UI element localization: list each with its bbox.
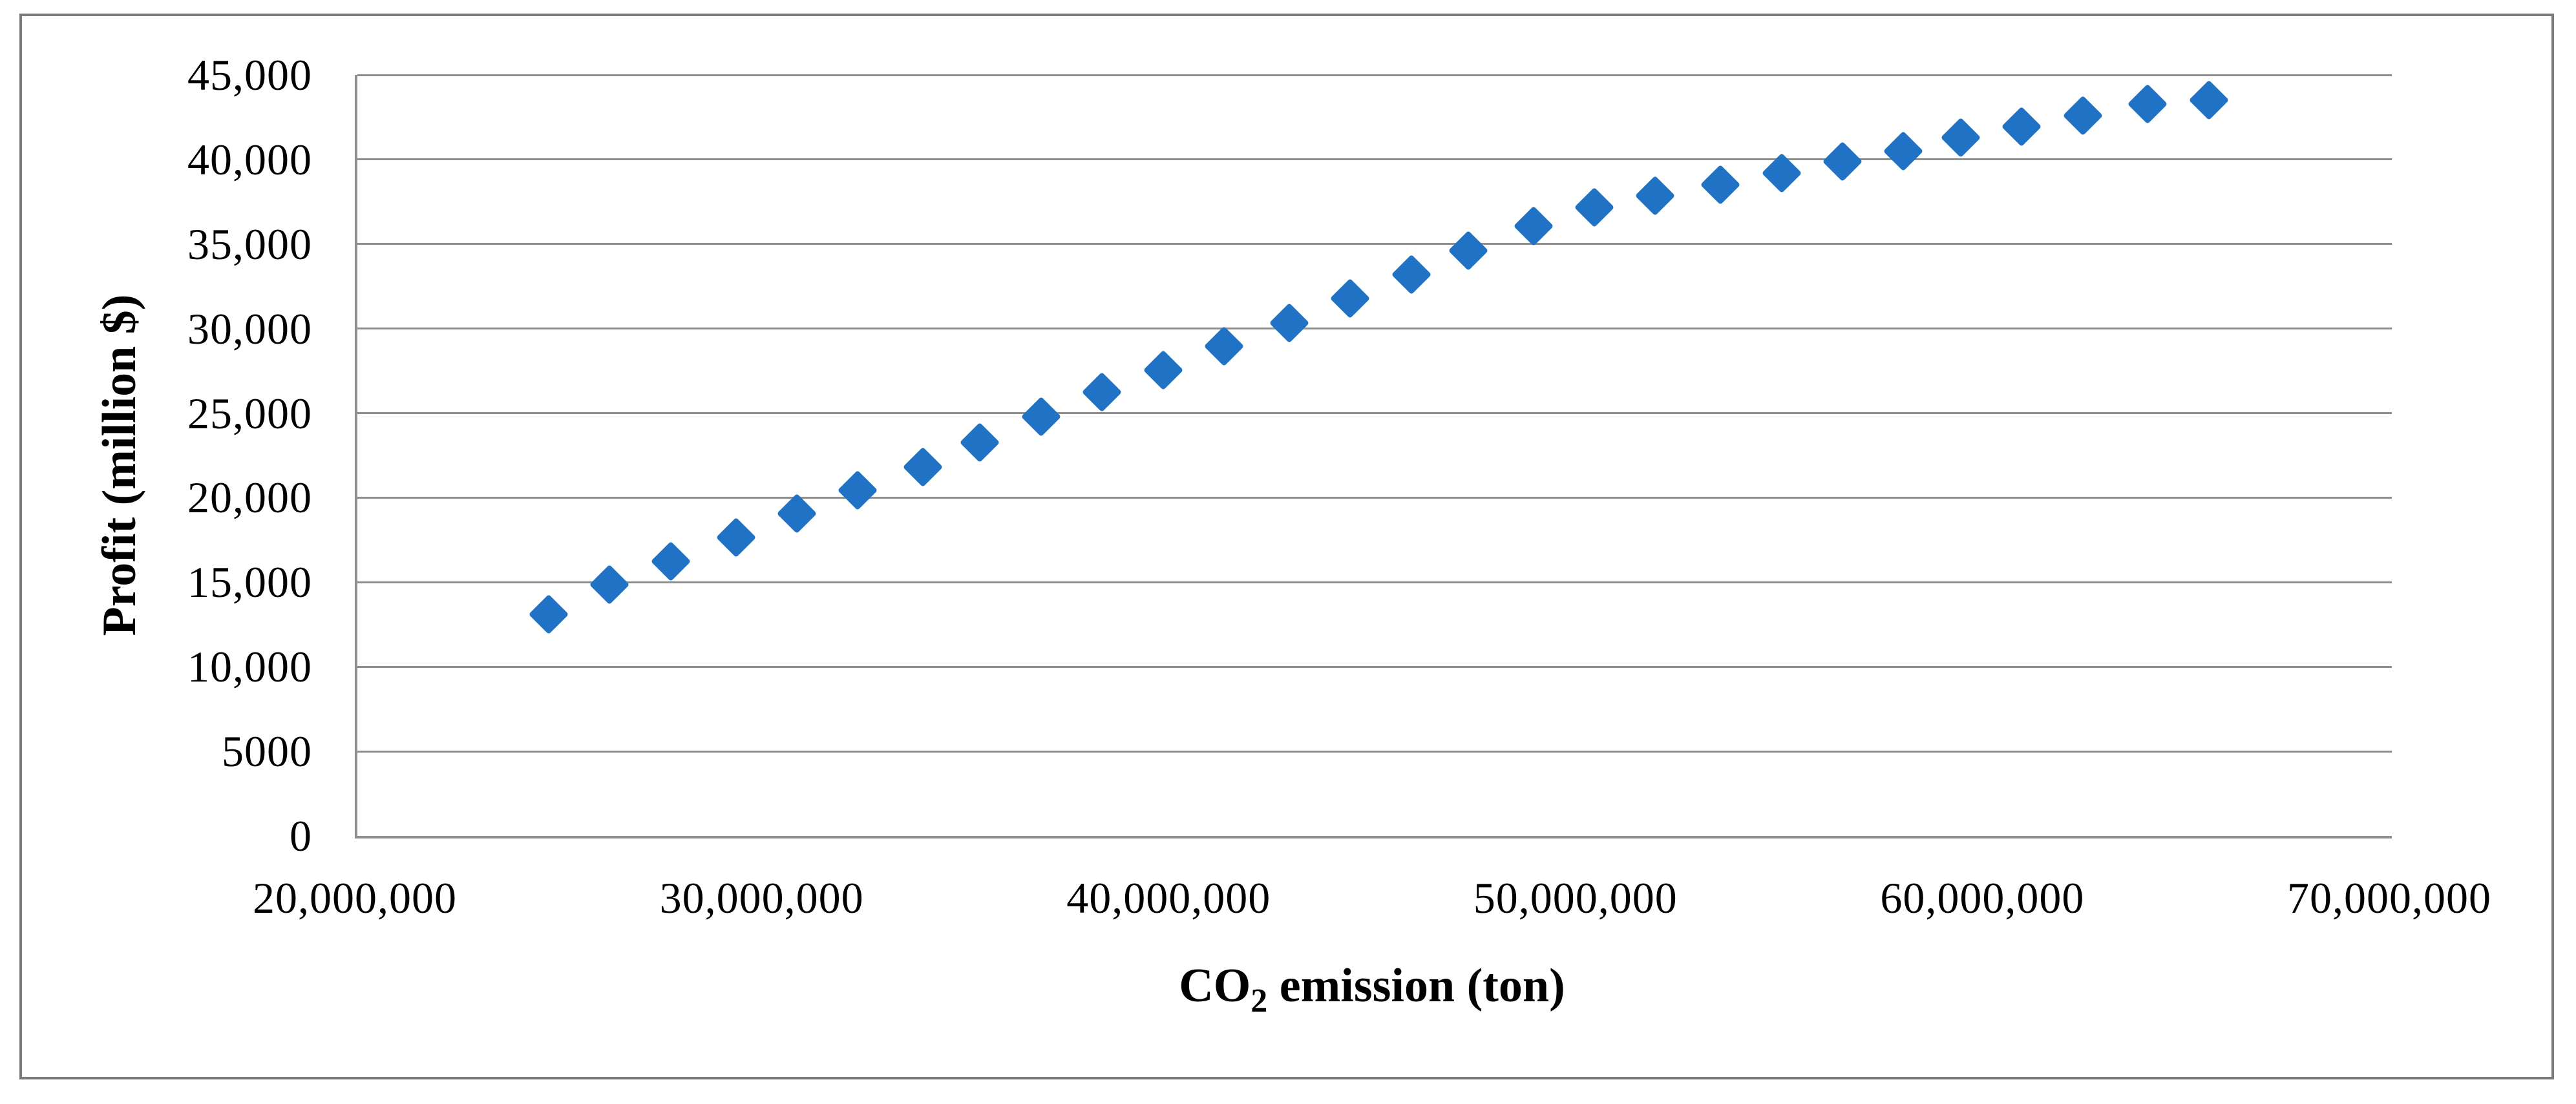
data-point-12 [1203,326,1245,367]
x-tick-label-50000000: 50,000,000 [1473,873,1678,922]
y-tick-label-35000: 35,000 [187,219,312,269]
data-point-11 [1143,349,1183,390]
gridline-y-30000 [357,328,2392,330]
y-tick-label-15000: 15,000 [187,557,312,607]
gridline-y-10000 [357,665,2392,668]
data-point-1 [528,594,569,635]
figure-border [19,14,2554,1079]
gridline-y-25000 [357,412,2392,415]
x-axis-title-rest: emission (ton) [1267,959,1565,1012]
data-point-4 [715,517,756,558]
data-point-6 [838,470,878,510]
y-tick-label-40000: 40,000 [187,134,312,184]
gridline-y-5000 [357,750,2392,753]
data-point-27 [2127,83,2168,124]
x-axis-title-main: CO [1179,959,1251,1012]
data-point-2 [589,565,630,605]
data-point-5 [776,494,818,534]
x-axis-title: CO2 emission (ton) [1049,955,1695,1017]
data-point-18 [1574,187,1615,228]
data-point-23 [1883,130,1924,171]
data-point-19 [1635,176,1676,216]
gridline-y-45000 [357,74,2392,76]
y-tick-label-45000: 45,000 [187,50,312,99]
data-point-8 [960,422,1000,463]
y-tick-label-10000: 10,000 [187,642,312,692]
plot-area [355,74,2392,838]
y-tick-label-5000: 5000 [222,727,312,776]
x-tick-label-60000000: 60,000,000 [1880,873,2085,922]
data-point-14 [1330,278,1371,318]
gridline-y-35000 [357,243,2392,245]
data-point-25 [2001,106,2042,147]
x-tick-label-70000000: 70,000,000 [2287,873,2491,922]
data-point-9 [1020,396,1061,437]
y-tick-label-25000: 25,000 [187,388,312,438]
x-axis-title-subscript: 2 [1251,982,1268,1019]
gridline-y-15000 [357,581,2392,583]
data-point-13 [1269,302,1309,343]
data-point-26 [2062,95,2103,136]
y-axis-title: Profit (million $) [93,294,146,636]
y-tick-label-20000: 20,000 [187,473,312,523]
y-tick-label-0: 0 [290,811,312,860]
gridline-y-40000 [357,158,2392,161]
data-point-20 [1700,165,1741,205]
data-point-3 [650,541,691,581]
data-point-28 [2188,80,2229,121]
data-point-24 [1940,117,1981,158]
data-point-16 [1448,231,1488,271]
x-tick-label-30000000: 30,000,000 [659,873,864,922]
gridline-y-20000 [357,496,2392,499]
y-tick-label-30000: 30,000 [187,304,312,353]
x-tick-label-20000000: 20,000,000 [253,873,457,922]
data-point-10 [1082,371,1123,412]
data-point-15 [1391,254,1431,295]
data-point-7 [903,447,944,488]
data-point-17 [1513,206,1554,247]
data-point-22 [1822,141,1863,182]
x-tick-label-40000000: 40,000,000 [1066,873,1271,922]
